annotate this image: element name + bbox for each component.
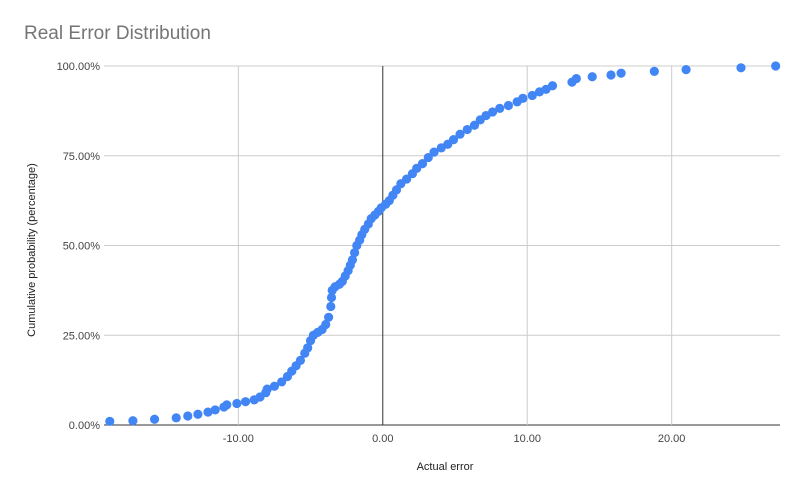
- y-tick-label: 0.00%: [69, 420, 100, 432]
- data-point: [417, 159, 428, 169]
- data-point: [295, 355, 306, 365]
- x-tick-label: -10.00: [223, 433, 254, 445]
- data-point: [616, 68, 626, 78]
- data-point: [203, 407, 213, 417]
- data-point: [402, 174, 412, 184]
- chart-title: Real Error Distribution: [24, 23, 211, 44]
- data-point: [429, 147, 439, 157]
- x-tick-label: 20.00: [658, 433, 686, 445]
- x-axis-label: Actual error: [417, 461, 474, 473]
- data-point: [462, 124, 472, 135]
- data-point: [222, 400, 232, 410]
- y-axis-label: Cumulative probability (percentage): [26, 163, 38, 337]
- data-points: [105, 61, 781, 427]
- data-point: [455, 129, 465, 139]
- data-point: [326, 301, 336, 312]
- x-tick-label: 10.00: [513, 433, 541, 445]
- data-point: [587, 72, 597, 82]
- data-point: [232, 398, 242, 409]
- data-point: [649, 66, 659, 76]
- y-tick-label: 50.00%: [63, 241, 101, 253]
- y-axis-ticks: 0.00% 25.00% 50.00% 75.00% 100.00%: [57, 61, 101, 432]
- data-point: [487, 107, 498, 117]
- data-point: [527, 90, 537, 101]
- gridlines: [104, 65, 780, 426]
- data-point: [303, 343, 313, 353]
- data-point: [518, 93, 528, 103]
- data-point: [210, 405, 220, 415]
- data-point: [423, 152, 433, 163]
- data-point: [469, 120, 480, 130]
- data-point: [495, 103, 505, 113]
- data-point: [240, 397, 251, 407]
- data-point: [326, 292, 337, 303]
- data-point: [771, 61, 781, 71]
- y-tick-label: 75.00%: [63, 151, 101, 163]
- data-point: [448, 134, 459, 145]
- data-point: [105, 416, 115, 427]
- data-point: [681, 64, 691, 75]
- data-point: [128, 416, 138, 426]
- data-point: [183, 411, 193, 421]
- data-point: [324, 312, 334, 322]
- data-point: [606, 70, 616, 80]
- data-point: [262, 384, 272, 394]
- data-point: [171, 413, 181, 423]
- data-point: [269, 381, 280, 391]
- data-point: [350, 248, 360, 258]
- y-tick-label: 100.00%: [57, 61, 101, 73]
- y-tick-label: 25.00%: [63, 330, 101, 342]
- data-point: [547, 81, 558, 91]
- x-axis-ticks: -10.00 0.00 10.00 20.00: [223, 433, 686, 445]
- x-tick-label: 0.00: [372, 433, 393, 445]
- data-point: [736, 63, 746, 73]
- data-point: [277, 377, 287, 387]
- data-point: [571, 73, 581, 84]
- data-point: [321, 319, 331, 330]
- data-point: [347, 255, 358, 265]
- data-point: [193, 409, 203, 419]
- data-point: [503, 100, 514, 111]
- data-point: [149, 414, 160, 424]
